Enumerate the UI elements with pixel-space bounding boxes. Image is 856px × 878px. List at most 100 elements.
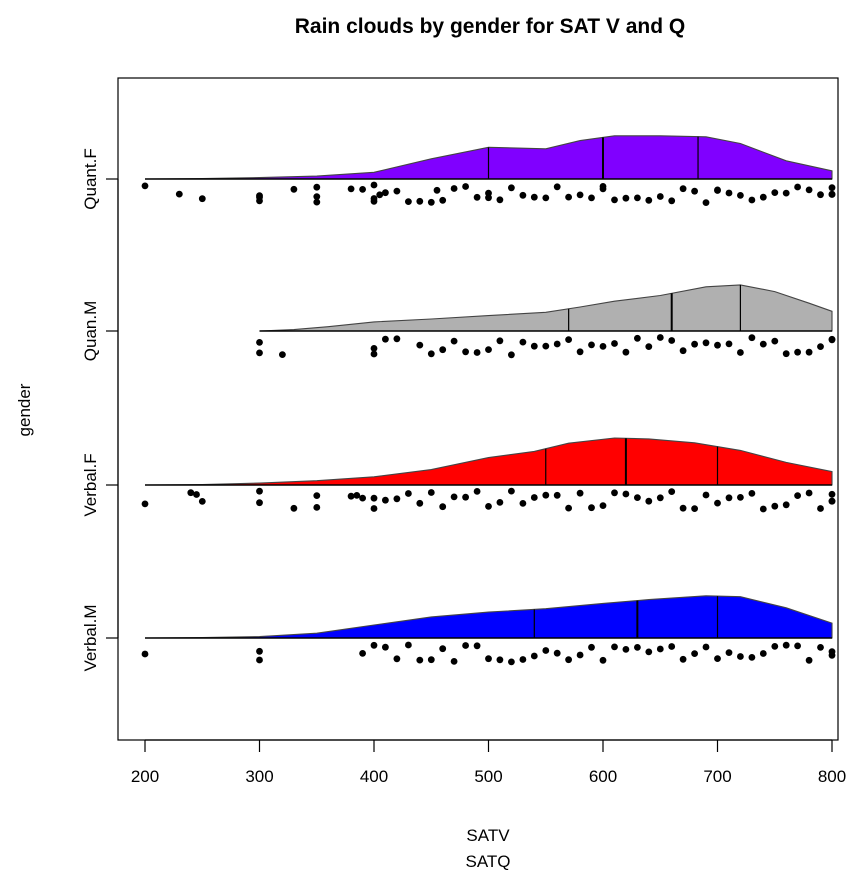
data-point-quant-f bbox=[599, 183, 607, 190]
data-point-verbal-f bbox=[542, 491, 550, 499]
data-point-verbal-m bbox=[748, 654, 756, 661]
data-point-quan-m bbox=[370, 345, 378, 352]
density-verbal-f bbox=[144, 437, 833, 486]
data-point-verbal-f bbox=[508, 487, 515, 495]
data-point-quan-m bbox=[748, 334, 756, 342]
data-point-verbal-f bbox=[347, 492, 355, 500]
data-point-quant-f bbox=[313, 193, 321, 201]
data-point-quant-f bbox=[508, 184, 515, 192]
data-point-verbal-f bbox=[771, 502, 779, 510]
data-point-verbal-f bbox=[679, 504, 687, 512]
data-point-quant-f bbox=[256, 197, 263, 205]
data-point-verbal-f bbox=[737, 494, 744, 501]
data-point-quant-f bbox=[450, 185, 458, 192]
data-point-verbal-m bbox=[622, 646, 630, 653]
x-tick-label: 300 bbox=[245, 767, 273, 786]
clouds-layer bbox=[141, 135, 836, 666]
data-point-verbal-m bbox=[393, 655, 401, 663]
data-point-verbal-f bbox=[313, 492, 321, 499]
data-point-quant-f bbox=[439, 196, 447, 204]
data-point-verbal-m bbox=[530, 652, 538, 660]
data-point-verbal-m bbox=[542, 647, 550, 654]
data-point-quant-f bbox=[794, 183, 801, 191]
data-point-quant-f bbox=[462, 183, 469, 190]
data-point-verbal-f bbox=[748, 490, 756, 497]
data-point-quant-f bbox=[588, 194, 595, 202]
data-point-verbal-f bbox=[759, 505, 767, 513]
data-point-verbal-f bbox=[485, 503, 492, 510]
data-point-verbal-f bbox=[828, 490, 836, 498]
data-point-verbal-m bbox=[817, 644, 824, 651]
data-point-verbal-f bbox=[393, 495, 401, 503]
data-point-verbal-m bbox=[805, 656, 813, 664]
data-point-verbal-f bbox=[473, 488, 481, 495]
data-point-quan-m bbox=[427, 350, 435, 358]
data-point-quan-m bbox=[530, 342, 538, 350]
data-point-quant-f bbox=[290, 185, 298, 193]
data-point-quant-f bbox=[782, 189, 790, 197]
data-point-quant-f bbox=[405, 198, 412, 206]
data-point-verbal-f bbox=[817, 505, 824, 512]
chart-title: Rain clouds by gender for SAT V and Q bbox=[295, 15, 686, 38]
data-point-quant-f bbox=[313, 198, 321, 206]
x-axis: 200 300 400 500 600 700 800 bbox=[131, 739, 846, 786]
data-point-verbal-m bbox=[599, 656, 607, 664]
data-point-quant-f bbox=[805, 186, 813, 194]
data-point-quan-m bbox=[450, 337, 458, 345]
data-point-verbal-f bbox=[782, 501, 790, 509]
data-point-verbal-f bbox=[714, 499, 721, 507]
data-point-verbal-m bbox=[439, 645, 447, 653]
data-point-verbal-f bbox=[256, 499, 263, 507]
data-point-quant-f bbox=[542, 194, 550, 202]
data-point-quant-f bbox=[702, 199, 710, 207]
data-point-verbal-m bbox=[782, 641, 790, 649]
series-quant-f bbox=[141, 135, 836, 207]
data-point-quant-f bbox=[370, 197, 378, 205]
data-point-quan-m bbox=[553, 340, 561, 348]
data-point-quant-f bbox=[645, 196, 653, 204]
data-point-verbal-f bbox=[668, 488, 676, 495]
data-point-verbal-f bbox=[691, 505, 698, 512]
data-point-verbal-m bbox=[714, 655, 721, 662]
data-point-verbal-m bbox=[141, 650, 149, 658]
data-point-quant-f bbox=[370, 181, 378, 189]
series-quan-m bbox=[256, 284, 836, 359]
data-point-quan-m bbox=[416, 341, 424, 349]
data-point-quant-f bbox=[691, 187, 698, 195]
data-point-verbal-f bbox=[439, 503, 447, 511]
x-axis-label-line-1: SATV bbox=[466, 826, 510, 845]
data-point-quan-m bbox=[256, 339, 263, 346]
data-point-verbal-f bbox=[553, 491, 561, 499]
data-point-verbal-m bbox=[828, 648, 836, 656]
data-point-quant-f bbox=[433, 186, 441, 194]
data-point-verbal-f bbox=[565, 504, 572, 512]
data-point-verbal-f bbox=[805, 489, 813, 497]
data-point-verbal-m bbox=[508, 658, 515, 666]
data-point-verbal-f bbox=[828, 497, 836, 505]
data-point-verbal-f bbox=[187, 489, 195, 497]
data-point-verbal-m bbox=[416, 656, 424, 664]
data-point-verbal-f bbox=[353, 492, 361, 499]
data-point-quan-m bbox=[382, 335, 389, 343]
data-point-quan-m bbox=[817, 343, 824, 350]
data-point-verbal-m bbox=[645, 648, 653, 656]
data-point-quan-m bbox=[473, 349, 481, 356]
data-point-quant-f bbox=[656, 193, 664, 200]
data-point-verbal-m bbox=[256, 656, 263, 664]
data-point-verbal-f bbox=[462, 493, 469, 501]
data-point-verbal-f bbox=[313, 504, 321, 511]
data-point-verbal-m bbox=[691, 650, 698, 657]
data-point-quan-m bbox=[485, 346, 492, 353]
data-point-quant-f bbox=[714, 186, 721, 194]
data-point-quan-m bbox=[462, 348, 469, 356]
y-axis-label: gender bbox=[15, 383, 34, 436]
data-point-verbal-m bbox=[565, 656, 572, 664]
data-point-quant-f bbox=[759, 193, 767, 201]
data-point-verbal-m bbox=[553, 649, 561, 657]
data-point-verbal-m bbox=[794, 642, 801, 650]
data-point-verbal-f bbox=[645, 497, 653, 505]
data-point-verbal-m bbox=[588, 643, 595, 651]
y-tick-label: Verbal.F bbox=[81, 453, 100, 516]
data-point-verbal-f bbox=[193, 491, 200, 498]
